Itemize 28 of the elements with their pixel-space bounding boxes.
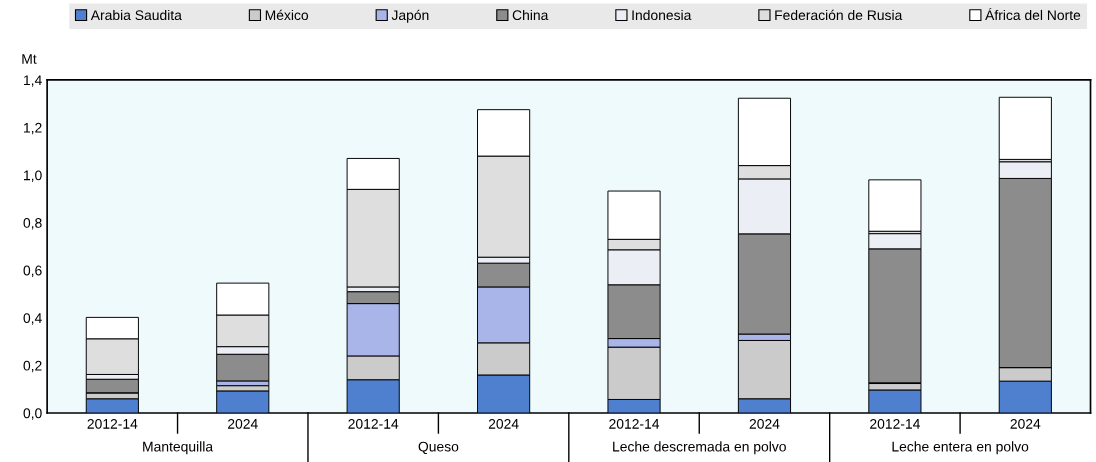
x-tick-label: 2024 — [749, 418, 780, 429]
y-axis-title: Mt — [22, 54, 37, 64]
text: Mantequilla — [143, 441, 214, 455]
x-tick-label: 2024 — [488, 418, 519, 429]
legend-label: África del Norte — [985, 7, 1081, 21]
y-tick-label: 1,4 — [24, 75, 42, 87]
y-tick-label: 0,0 — [23, 408, 42, 420]
legend-label: Japón — [391, 9, 429, 23]
x-tick-label: 2012-14 — [348, 418, 399, 429]
text: Leche descremada en polvo — [613, 441, 786, 455]
y-tick-label: 0,2 — [23, 360, 42, 373]
y-tick-label: 0,6 — [23, 265, 42, 278]
legend-label: Federación de Rusia — [775, 9, 903, 21]
legend-label: Arabia Saudita — [90, 9, 182, 21]
y-tick-label: 0,8 — [23, 218, 42, 230]
y-tick-label: 0,4 — [23, 313, 42, 325]
x-tick-label: 2012-14 — [87, 418, 138, 429]
text: Queso — [418, 441, 459, 455]
text: Leche entera en polvo — [892, 441, 1029, 455]
legend-label: China — [512, 9, 549, 21]
legend-label: México — [265, 9, 309, 21]
x-tick-label: 2024 — [1010, 418, 1041, 429]
x-tick-label: 2024 — [228, 418, 258, 429]
y-tick-label: 1,0 — [24, 170, 42, 182]
legend-label: Indonesia — [632, 9, 692, 21]
x-tick-label: 2012-14 — [870, 418, 920, 429]
y-tick-label: 1,2 — [24, 122, 42, 135]
x-tick-label: 2012-14 — [609, 418, 660, 429]
